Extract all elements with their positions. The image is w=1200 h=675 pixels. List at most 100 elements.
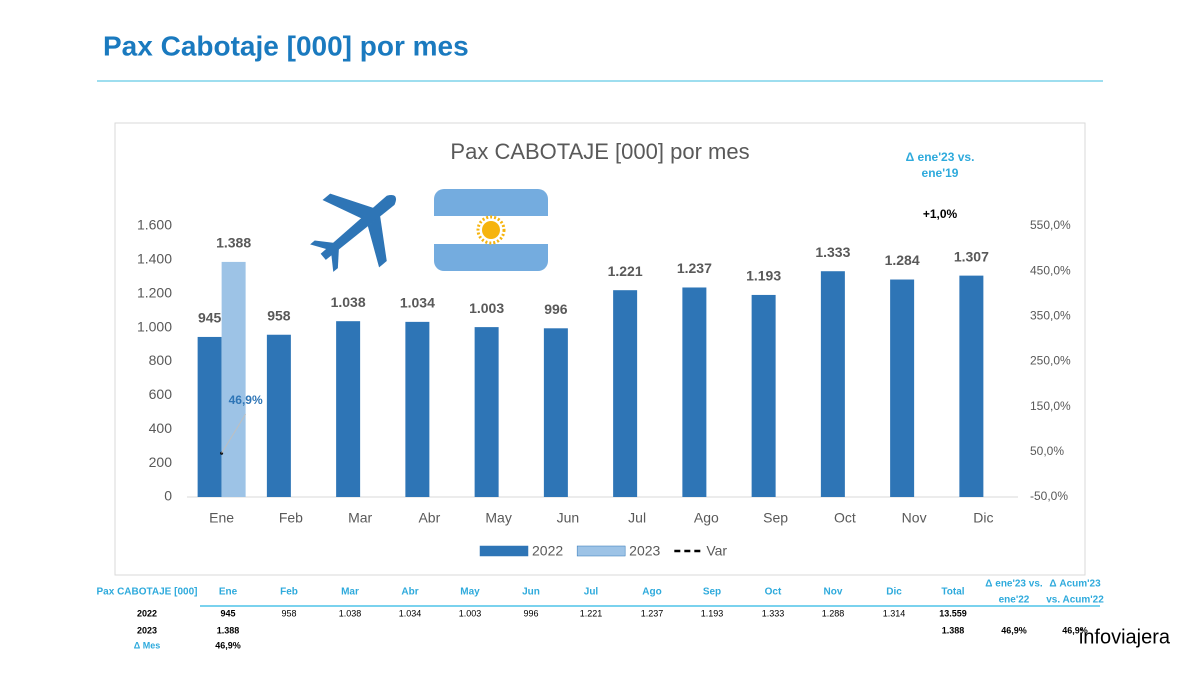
bar-value-label: 1.221 [608,263,643,279]
y2-tick-label: 250,0% [1030,354,1071,368]
bar [336,321,361,497]
table-cell: 1.333 [762,608,785,618]
table-header: Ene [219,587,238,598]
x-tick-label: Ago [694,510,719,526]
legend-label: 2023 [629,543,660,559]
bar-value-label: 1.237 [677,260,712,276]
table-header: Feb [280,587,298,598]
y-tick-label: 0 [164,488,172,504]
x-tick-label: Oct [834,510,856,526]
table-cell: 1.003 [459,608,482,618]
annotation: +1,0% [923,207,958,221]
bar [682,287,707,497]
bar-value-label: 1.388 [216,235,251,251]
table-cell: 1.388 [942,625,965,635]
var-label: 46,9% [229,393,263,407]
table-header: Nov [824,587,843,598]
x-tick-label: Dic [973,510,993,526]
table-header: Sep [703,587,721,598]
x-tick-label: Abr [418,510,440,526]
x-tick-label: Jun [557,510,580,526]
table-cell: 46,9% [215,640,241,650]
y-tick-label: 1.200 [137,284,172,300]
table-header: Pax CABOTAJE [000] [97,587,198,598]
legend-swatch [479,545,529,557]
plane-icon [310,193,397,272]
table-header: vs. Acum'22 [1046,595,1104,606]
table-header: Mar [341,587,359,598]
table-header: Dic [886,587,902,598]
bar-value-label: 945 [198,310,222,326]
table-header: Ago [642,587,661,598]
legend-label: Var [706,543,727,559]
x-tick-label: Ene [209,510,234,526]
y2-tick-label: 350,0% [1030,309,1071,323]
bar-value-label: 1.333 [815,244,850,260]
table-header: May [460,587,480,598]
x-tick-label: Mar [348,510,372,526]
bar [266,334,291,497]
table-header: Jul [584,587,599,598]
table-header: Jun [522,587,540,598]
chart-frame [114,122,1086,576]
bar-value-label: 1.307 [954,248,989,264]
table-row-label: Δ Mes [134,640,160,650]
bar-value-label: 958 [267,307,291,323]
table-header: Δ ene'23 vs. [985,579,1043,590]
bar [959,275,984,497]
table-cell: 1.221 [580,608,603,618]
page-title: Pax Cabotaje [000] por mes [103,30,469,61]
table-header: Total [941,587,964,598]
y-tick-label: 600 [149,386,173,402]
y2-tick-label: 450,0% [1030,263,1071,277]
y2-tick-label: 550,0% [1030,218,1071,232]
bar [613,290,638,497]
table-cell: 945 [220,608,235,618]
y-tick-label: 400 [149,420,173,436]
watermark: infoviajera [1079,626,1171,648]
table-cell: 1.288 [822,608,845,618]
legend-swatch [576,545,626,557]
y2-tick-label: 50,0% [1030,444,1064,458]
bar [820,271,845,497]
table-header: Oct [765,587,782,598]
y2-tick-label: 150,0% [1030,399,1071,413]
table-cell: 46,9% [1001,625,1027,635]
table-cell: 1.034 [399,608,422,618]
x-tick-label: Nov [902,510,927,526]
bar [405,321,430,497]
bar-value-label: 1.284 [885,252,920,268]
table-header: Δ Acum'23 [1049,579,1101,590]
flag-icon [434,189,548,271]
bar-value-label: 1.193 [746,268,781,284]
bar [474,327,499,497]
table-row-label: 2022 [137,608,157,618]
y-tick-label: 1.400 [137,251,172,267]
x-tick-label: Jul [628,510,646,526]
table-cell: 1.237 [641,608,664,618]
legend-label: 2022 [532,543,563,559]
y-tick-label: 1.600 [137,217,172,233]
y-tick-label: 800 [149,352,173,368]
table-cell: 1.038 [339,608,362,618]
annotation: Δ ene'23 vs. [906,150,975,164]
table-cell: 996 [523,608,538,618]
table-cell: 958 [281,608,296,618]
y2-tick-label: -50,0% [1030,489,1068,503]
table-cell: 13.559 [939,608,967,618]
y-tick-label: 200 [149,454,173,470]
bar-value-label: 996 [544,301,568,317]
table-header: ene'22 [999,595,1030,606]
table-cell: 1.388 [217,625,240,635]
bar [197,336,222,497]
table-header: Abr [401,587,418,598]
table-cell: 46,9% [1062,625,1088,635]
bar [751,294,776,497]
x-tick-label: May [485,510,511,526]
x-tick-label: Feb [279,510,303,526]
x-tick-label: Sep [763,510,788,526]
bar [890,279,915,497]
table-row-label: 2023 [137,625,157,635]
chart-title: Pax CABOTAJE [000] por mes [450,139,749,164]
